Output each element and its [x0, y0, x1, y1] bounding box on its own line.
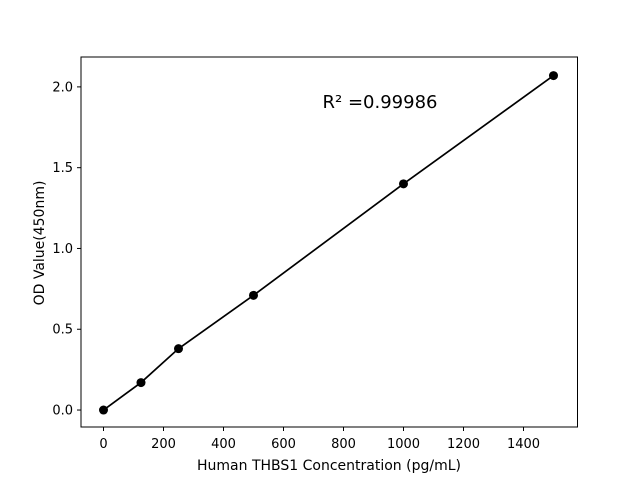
data-point [99, 405, 108, 415]
y-tick-label: 0.0 [52, 404, 73, 419]
regression-line [102, 74, 555, 411]
x-tick-label: 800 [331, 437, 356, 452]
y-axis-label: OD Value(450nm) [32, 181, 48, 306]
plot-border [80, 56, 578, 428]
x-tick-label: 1200 [447, 437, 480, 452]
y-tick-label: 0.5 [52, 323, 73, 338]
x-tick-label: 200 [151, 437, 176, 452]
x-axis-ticks: 0 200 400 600 800 1000 1200 1400 [99, 427, 540, 452]
y-tick-label: 2.0 [52, 80, 73, 95]
y-axis-ticks: 0.0 0.5 1.0 1.5 2.0 [52, 80, 81, 419]
x-tick-label: 0 [99, 437, 107, 452]
x-tick-label: 400 [211, 437, 236, 452]
data-point [249, 290, 258, 300]
y-tick-label: 1.0 [52, 242, 73, 257]
y-tick-label: 1.5 [52, 161, 73, 176]
x-tick-label: 1000 [387, 437, 420, 452]
data-point [136, 378, 146, 388]
data-points [99, 71, 558, 415]
data-point [174, 344, 183, 354]
r-squared-annotation: R² =0.99986 [323, 92, 438, 113]
x-tick-label: 1400 [507, 437, 540, 452]
x-tick-label: 600 [271, 437, 296, 452]
data-point [549, 71, 558, 81]
data-point [399, 179, 408, 189]
x-axis-label: Human THBS1 Concentration (pg/mL) [197, 458, 461, 474]
